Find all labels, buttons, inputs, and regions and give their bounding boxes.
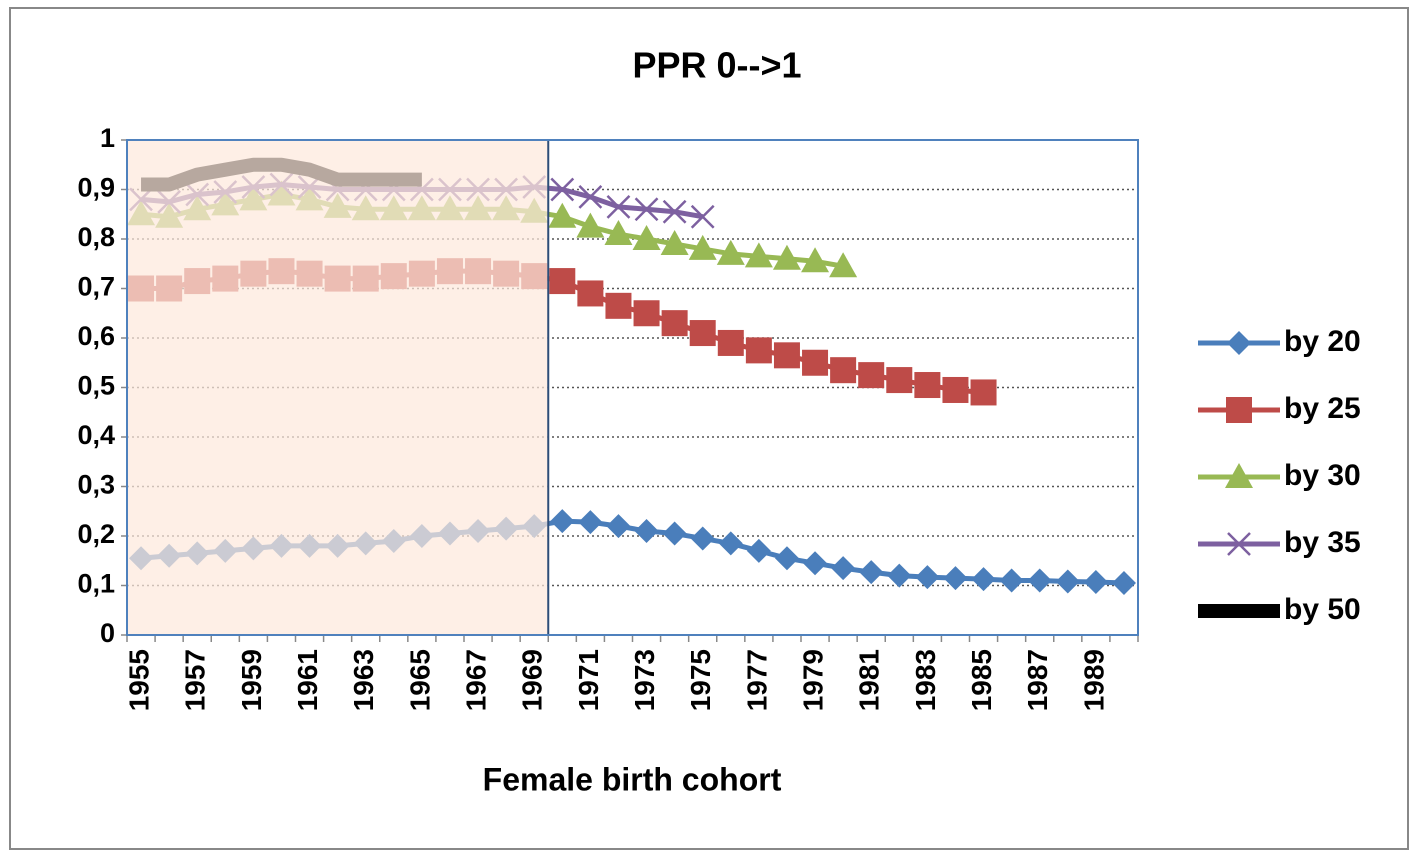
data-point [830,357,857,384]
x-axis-title: Female birth cohort [483,761,782,797]
y-tick-label: 0,2 [77,519,115,549]
legend-marker [1225,463,1253,488]
data-point [858,362,885,389]
data-point [772,244,801,270]
data-point [634,519,659,544]
data-point [661,310,688,337]
x-tick-label: 1983 [910,649,941,711]
y-tick-label: 1 [100,123,115,153]
legend-label: by 20 [1284,325,1361,358]
legend-marker [1227,532,1251,556]
data-point [578,510,603,535]
data-point [942,376,969,403]
data-point [634,197,659,222]
x-tick-label: 1973 [629,649,660,711]
y-tick-label: 0,6 [77,321,115,351]
legend-label: by 30 [1284,459,1361,492]
data-point [943,566,968,591]
data-point [1055,569,1080,594]
data-point [1027,568,1052,593]
legend-marker [1226,397,1252,423]
legend-label: by 50 [1284,593,1361,626]
data-point [915,565,940,590]
data-point [746,538,771,563]
plot-border [126,139,1139,636]
data-point [745,337,772,364]
legend-label: by 35 [1284,526,1361,559]
data-point [689,320,716,347]
data-point [887,563,912,588]
x-tick-label: 1989 [1078,649,1109,711]
data-point [716,239,745,265]
data-point [606,194,631,219]
data-point [549,268,576,295]
y-tick-label: 0 [100,618,115,648]
data-point [660,229,689,255]
data-point [633,300,660,327]
x-tick-label: 1969 [517,649,548,711]
data-point [662,521,687,546]
data-point [831,556,856,581]
x-tick-label: 1985 [966,649,997,711]
data-point [829,252,858,278]
x-tick-label: 1965 [404,649,435,711]
x-tick-label: 1961 [292,649,323,711]
data-point [632,225,661,250]
data-point [914,372,941,399]
data-point [690,526,715,551]
data-point [774,546,799,571]
legend-marker [1227,331,1251,355]
data-point [577,280,604,307]
data-point [576,212,605,238]
y-tick-label: 0,8 [77,222,115,252]
x-tick-label: 1963 [348,649,379,711]
data-point [970,379,997,406]
x-tick-label: 1955 [123,649,154,711]
x-tick-label: 1967 [460,649,491,711]
data-point [859,560,884,585]
legend-label: by 25 [1284,392,1361,425]
data-point [717,329,744,356]
data-point [744,242,773,268]
x-tick-label: 1979 [797,649,828,711]
highlight-region [127,140,549,635]
data-point [999,568,1024,593]
data-point [578,185,603,209]
data-point [606,514,631,539]
data-point [971,567,996,592]
data-point [1083,570,1108,595]
x-tick-label: 1971 [573,649,604,711]
y-tick-label: 0,4 [77,420,115,450]
y-tick-label: 0,1 [77,569,115,599]
data-point [803,551,828,576]
chart-title: PPR 0-->1 [632,45,801,86]
data-point [550,509,575,534]
data-point [604,220,633,246]
data-point [690,204,715,229]
data-point [605,292,632,319]
data-point [802,349,829,376]
x-tick-label: 1977 [741,649,772,711]
data-point [886,367,913,394]
y-tick-label: 0,7 [77,272,115,302]
data-point [718,531,743,556]
y-tick-label: 0,9 [77,173,115,203]
x-tick-label: 1957 [180,649,211,711]
data-point [550,177,575,202]
data-point [548,202,577,228]
data-point [688,234,717,260]
y-tick-label: 0,3 [77,470,115,500]
data-point [662,199,687,224]
x-tick-label: 1975 [685,649,716,711]
x-tick-label: 1959 [236,649,267,711]
data-point [773,342,800,369]
y-tick-label: 0,5 [77,371,115,401]
x-tick-label: 1987 [1022,649,1053,711]
x-tick-label: 1981 [854,649,885,711]
data-point [1111,571,1136,596]
data-point [801,247,830,273]
